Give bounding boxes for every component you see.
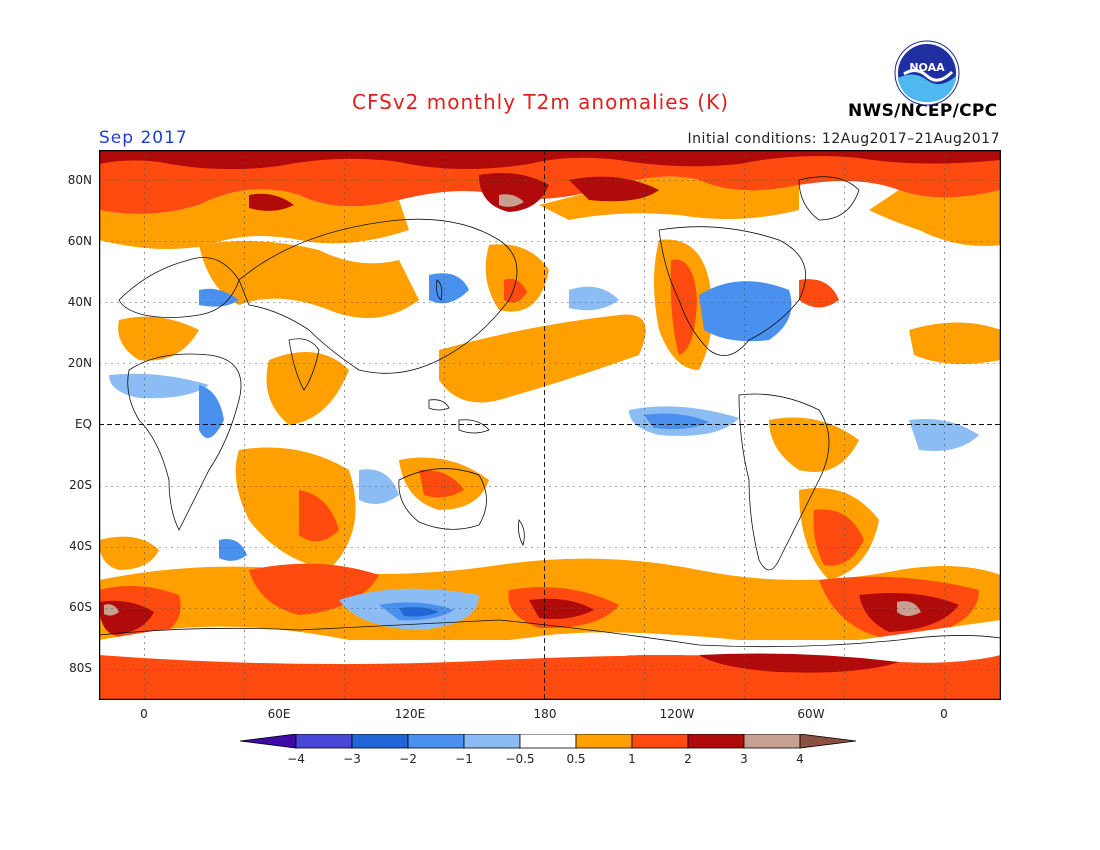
lon-label-0-right: 0 [940,707,948,721]
noaa-logo-text: NOAA [909,61,945,74]
colorbar-label: −2 [399,752,417,766]
colorbar-swatch-1 [295,734,353,749]
lon-label-60e: 60E [267,707,291,721]
colorbar-swatch-2 [351,734,409,749]
lat-label-40s: 40S [69,539,92,553]
colorbar-swatch-3 [407,734,465,749]
colorbar-label: −3 [343,752,361,766]
lat-label-eq: EQ [74,417,92,431]
colorbar-label: 2 [684,752,692,766]
noaa-logo-icon: NOAA [894,40,960,106]
forecast-month: Sep 2017 [99,128,188,148]
lat-label-60s: 60S [69,600,92,614]
lon-label-120e: 120E [394,707,426,721]
initial-conditions: Initial conditions: 12Aug2017–21Aug2017 [687,131,1000,147]
colorbar-swatch-6 [575,734,633,749]
colorbar-label: −4 [287,752,305,766]
lat-label-20s: 20S [69,478,92,492]
colorbar-label: 3 [740,752,748,766]
colorbar-swatch-9 [743,734,801,749]
colorbar-label: −1 [455,752,473,766]
colorbar-label: 1 [628,752,636,766]
lon-label-60w: 60W [797,707,825,721]
colorbar-swatch-4 [463,734,521,749]
lon-label-180: 180 [533,707,557,721]
colorbar-label: 4 [796,752,804,766]
colorbar-swatch-5 [519,734,577,749]
lon-label-0-left: 0 [140,707,148,721]
colorbar-swatch-7 [631,734,689,749]
colorbar [240,734,857,749]
colorbar-swatch-0 [240,734,297,749]
lat-label-40n: 40N [67,295,92,309]
lat-label-80s: 80S [69,661,92,675]
colorbar-swatch-8 [687,734,745,749]
lon-label-120w: 120W [659,707,695,721]
colorbar-swatch-10 [799,734,857,749]
colorbar-label: −0.5 [505,752,535,766]
agency-label: NWS/NCEP/CPC [848,101,998,121]
chart-title: CFSv2 monthly T2m anomalies (K) [352,90,729,114]
lat-label-20n: 20N [67,356,92,370]
lat-label-60n: 60N [67,234,92,248]
colorbar-label: 0.5 [566,752,586,766]
anomaly-map [99,150,1001,700]
lat-label-80n: 80N [67,173,92,187]
